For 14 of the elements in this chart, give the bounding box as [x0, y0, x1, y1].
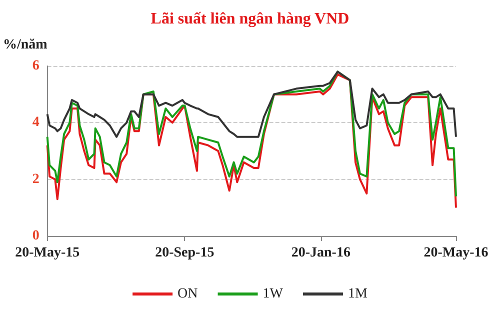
y-tick-label: 6	[32, 58, 40, 74]
chart-title: Lãi suất liên ngân hàng VND	[150, 10, 350, 28]
y-tick-label: 0	[32, 228, 40, 244]
legend-label: 1W	[262, 286, 284, 302]
y-tick-label: 4	[32, 115, 40, 130]
x-tick-label: 20-May-15	[15, 246, 80, 260]
y-axis-title: %/năm	[2, 38, 48, 52]
y-tick-label: 2	[32, 172, 40, 187]
line-series	[46, 70, 457, 138]
legend-label: 1M	[348, 286, 368, 302]
x-tick-label: 20-Sep-15	[155, 246, 214, 260]
x-tick-label: 20-May-16	[424, 246, 488, 260]
x-tick-label: 20-Jan-16	[291, 246, 350, 260]
legend-label: ON	[178, 286, 198, 302]
